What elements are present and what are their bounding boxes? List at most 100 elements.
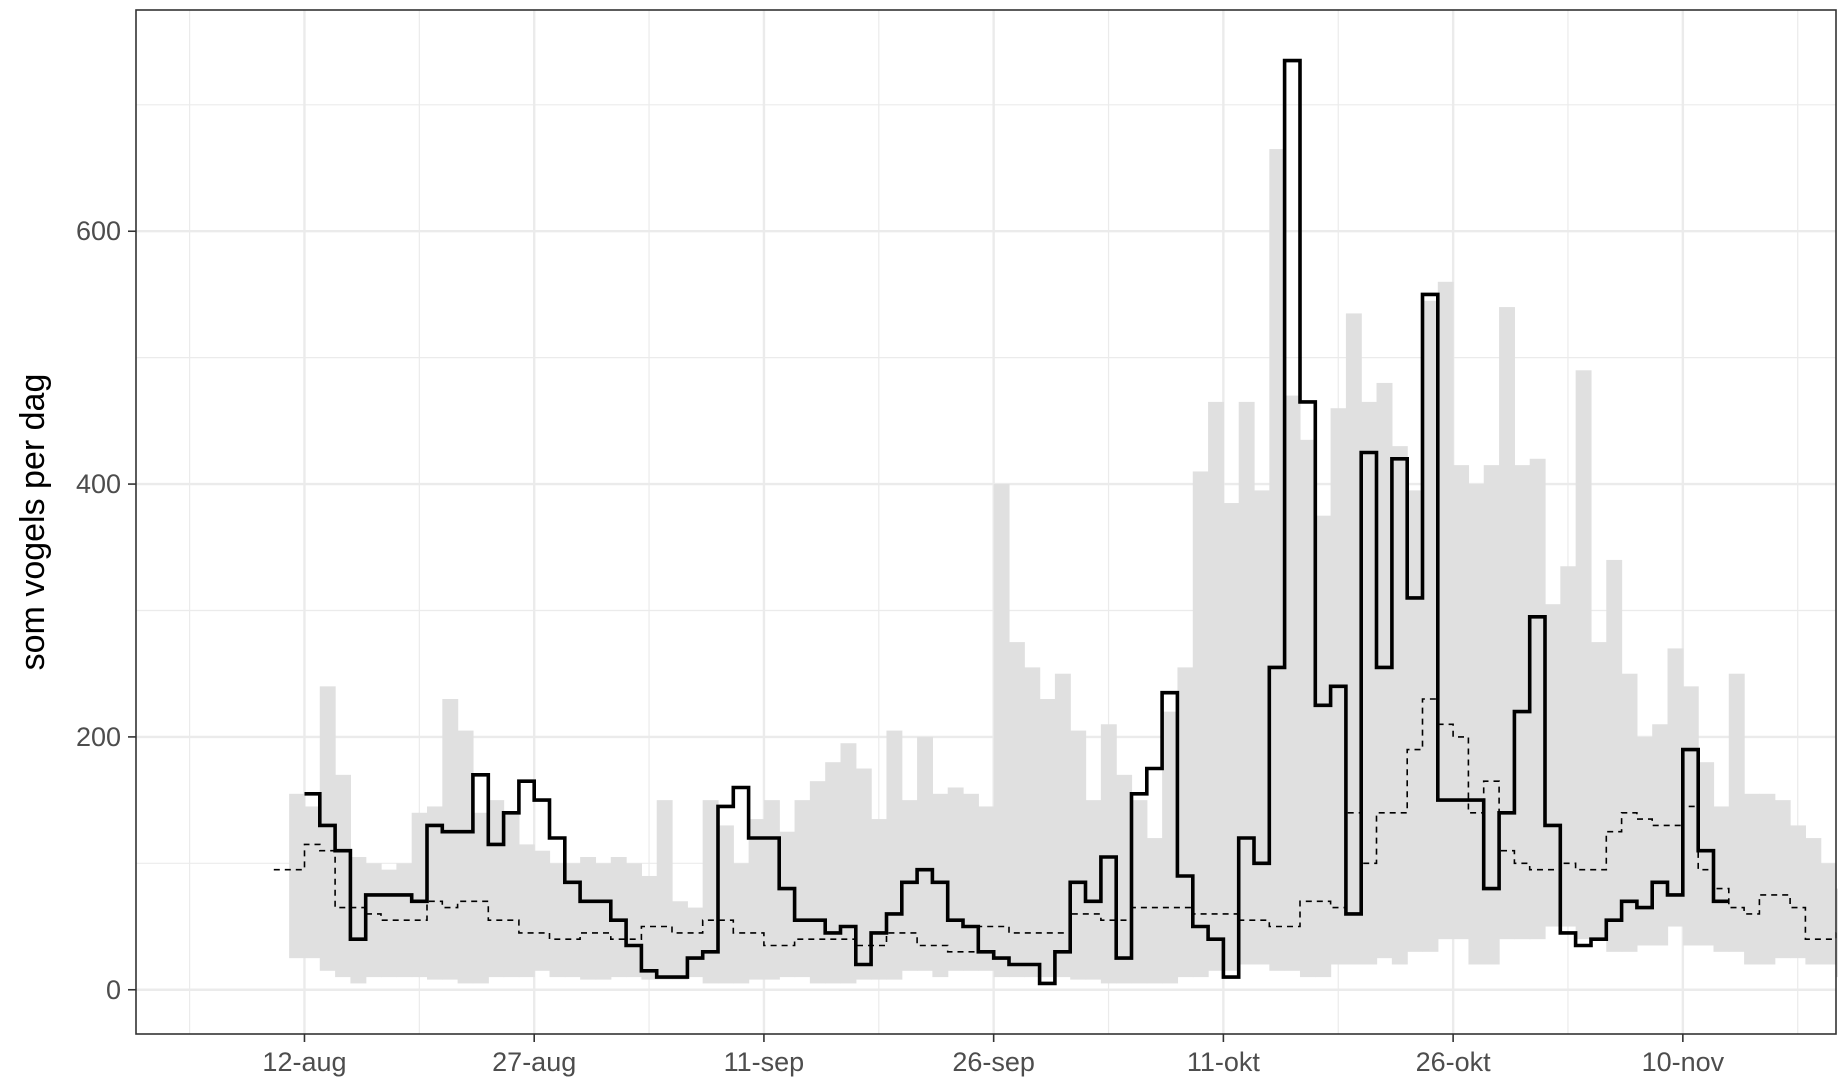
band-bar	[304, 806, 321, 959]
band-bar	[1759, 793, 1776, 965]
band-bar	[518, 844, 535, 978]
y-tick-label: 0	[106, 975, 121, 1005]
band-bar	[1116, 774, 1133, 984]
band-bar	[1345, 313, 1362, 965]
band-bar	[1698, 762, 1715, 946]
band-bar	[610, 857, 627, 978]
band-bar	[656, 800, 673, 980]
band-bar	[733, 863, 750, 984]
band-bar	[503, 812, 520, 978]
band-bar	[1422, 300, 1439, 952]
y-tick-label: 600	[76, 216, 121, 246]
band-bar	[641, 875, 658, 980]
band-bar	[1590, 642, 1607, 940]
band-bar	[595, 863, 612, 980]
band-bar	[1039, 698, 1056, 978]
band-bar	[1254, 490, 1270, 965]
band-bar	[1437, 281, 1454, 940]
band-bar	[779, 831, 796, 978]
band-bar	[1774, 800, 1791, 959]
dashed-series-line	[273, 698, 1838, 953]
band-bar	[534, 850, 551, 971]
solid-series-line	[304, 58, 1729, 986]
band-bar	[1514, 465, 1531, 940]
x-tick-label: 11-okt	[1187, 1047, 1261, 1077]
band-bar	[1499, 307, 1515, 940]
axis-ticks	[128, 230, 1684, 1042]
x-tick-label: 12-aug	[262, 1047, 346, 1077]
band-bar	[1085, 800, 1102, 980]
band-bar	[687, 907, 704, 978]
band-bar	[1054, 673, 1071, 978]
band-bar	[1621, 673, 1638, 952]
band-bar	[1805, 838, 1822, 965]
band-bar	[1667, 648, 1684, 927]
band-bar	[1131, 800, 1148, 984]
x-tick-label: 27-aug	[492, 1047, 576, 1077]
band-bar	[549, 863, 566, 978]
band-bar	[794, 800, 811, 978]
band-bar	[1315, 515, 1332, 978]
band-bar	[1238, 401, 1255, 965]
band-bar	[886, 730, 903, 980]
band-bar	[1652, 724, 1669, 946]
band-bar	[947, 787, 964, 971]
band-bar	[1606, 559, 1623, 952]
band-bar	[1208, 401, 1224, 971]
band-bar	[335, 774, 352, 978]
band-bar	[871, 819, 888, 980]
band-bar	[748, 819, 765, 980]
band-bar	[1223, 503, 1240, 971]
band-bar	[1790, 825, 1806, 959]
y-tick-label: 200	[76, 722, 121, 752]
band-bar	[1836, 888, 1838, 978]
band-bar	[1024, 667, 1041, 978]
band-bar	[672, 901, 688, 980]
x-tick-label: 26-sep	[952, 1047, 1035, 1077]
band-bar	[1391, 446, 1408, 965]
band-bar	[1545, 604, 1561, 927]
band-bar	[365, 863, 382, 978]
band-bar	[1008, 642, 1025, 978]
band-bar	[1269, 149, 1286, 971]
band-bar	[1483, 465, 1500, 965]
band-bar	[1070, 730, 1087, 980]
band-bar	[717, 825, 734, 984]
band-bar	[1529, 458, 1546, 940]
x-tick-labels: 12-aug 27-aug 11-sep 26-sep 11-okt 26-okt 10-n…	[262, 1047, 1724, 1077]
band-bar	[319, 686, 336, 971]
band-bar	[580, 857, 597, 980]
band-bar	[855, 768, 872, 980]
band-bar	[1575, 370, 1592, 940]
y-tick-labels: 0 200 400 600	[76, 216, 121, 1005]
band-bar	[626, 863, 643, 978]
band-bar	[1820, 863, 1837, 965]
band-bar	[978, 806, 995, 971]
band-bar	[702, 800, 719, 984]
band-bar	[1162, 711, 1179, 984]
band-bar	[381, 869, 397, 978]
band-bar	[426, 806, 443, 980]
band-bar	[442, 698, 459, 980]
band-bar	[472, 812, 489, 984]
series-lines	[273, 58, 1838, 986]
band-bar	[457, 730, 474, 984]
band-bar	[1453, 465, 1470, 940]
band-bar	[1407, 490, 1424, 952]
y-tick-label: 400	[76, 469, 121, 499]
x-tick-label: 11-sep	[724, 1047, 805, 1077]
y-axis-title: som vogels per dag	[14, 374, 52, 671]
band-bar	[917, 736, 933, 971]
band-bar	[411, 812, 428, 978]
band-bar	[1299, 439, 1316, 978]
band-bar	[809, 781, 826, 984]
band-bar	[1713, 806, 1730, 952]
band-bar	[1376, 382, 1393, 959]
band-bar	[901, 800, 918, 971]
band-bar	[1744, 793, 1761, 965]
x-tick-label: 26-okt	[1416, 1047, 1492, 1077]
band-bar	[289, 793, 306, 959]
band-bar	[825, 762, 842, 984]
panel-border	[135, 9, 1837, 1035]
